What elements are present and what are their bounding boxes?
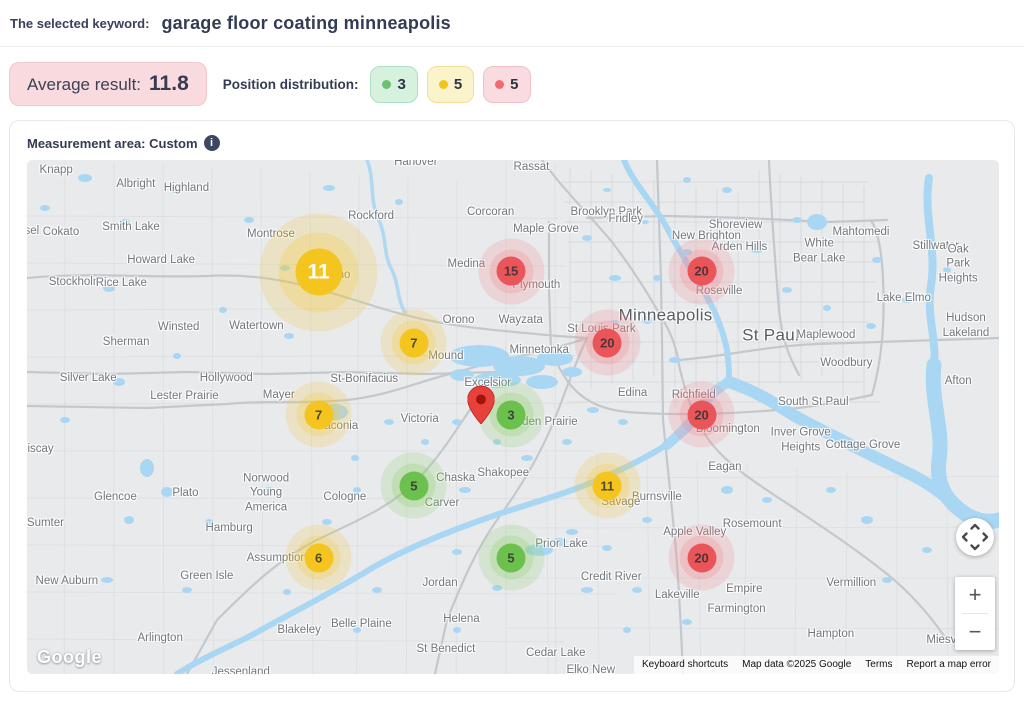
map-rank-marker-red[interactable]: 20 <box>574 309 641 376</box>
zoom-out-button[interactable]: − <box>968 619 982 644</box>
marker-rank-value: 7 <box>399 328 429 358</box>
summary-row: Average result: 11.8 Position distributi… <box>0 47 1024 120</box>
green-count: 3 <box>397 75 406 93</box>
distribution-badge-yellow: 5 <box>426 65 475 103</box>
keyword-label: The selected keyword: <box>10 16 150 31</box>
measurement-area-label: Measurement area: Custom <box>27 135 198 151</box>
position-distribution-label: Position distribution: <box>222 76 359 92</box>
marker-rank-value: 5 <box>496 543 526 573</box>
average-result-label: Average result: <box>27 75 142 94</box>
keyboard-shortcuts-link[interactable]: Keyboard shortcuts <box>641 659 729 670</box>
report-map-error-link[interactable]: Report a map error <box>906 659 991 670</box>
info-icon[interactable]: i <box>203 135 220 151</box>
average-result-value: 11.8 <box>149 72 189 95</box>
distribution-badge-green: 3 <box>370 65 418 103</box>
map-rank-marker-green[interactable]: 5 <box>478 524 545 591</box>
map-data-copyright: Map data ©2025 Google <box>742 659 852 670</box>
red-count: 5 <box>510 75 519 93</box>
map-rank-marker-yellow[interactable]: 7 <box>380 309 447 376</box>
marker-rank-value: 20 <box>687 400 717 430</box>
marker-rank-value: 20 <box>687 256 717 286</box>
map-card: Measurement area: Custom i + − <box>9 120 1015 692</box>
green-dot-icon <box>382 79 392 89</box>
map-rank-marker-yellow[interactable]: 7 <box>285 381 352 448</box>
distribution-badge-red: 5 <box>483 65 531 103</box>
location-pin-icon <box>467 385 495 429</box>
terms-link[interactable]: Terms <box>865 659 893 670</box>
keyword-header: The selected keyword: garage floor coati… <box>0 0 1024 47</box>
map-rank-marker-red[interactable]: 15 <box>478 238 545 305</box>
map-attribution: Keyboard shortcuts Map data ©2025 Google… <box>633 656 999 674</box>
map-rank-marker-green[interactable]: 3 <box>478 381 545 448</box>
pan-control-icon[interactable] <box>956 518 994 556</box>
measurement-area-row: Measurement area: Custom i <box>27 135 997 151</box>
map-rank-marker-red[interactable]: 20 <box>668 381 735 448</box>
marker-rank-value: 15 <box>496 256 526 286</box>
marker-rank-value: 7 <box>304 400 334 430</box>
google-logo[interactable]: Google <box>37 647 102 667</box>
map-rank-marker-yellow[interactable]: 11 <box>574 452 641 519</box>
zoom-in-button[interactable]: + <box>968 582 982 607</box>
marker-rank-value: 6 <box>304 543 334 573</box>
marker-rank-value: 3 <box>496 400 526 430</box>
yellow-count: 5 <box>453 75 463 93</box>
marker-rank-value: 11 <box>295 248 343 296</box>
map-rank-marker-green[interactable]: 5 <box>380 452 447 519</box>
zoom-control: + − <box>955 577 995 650</box>
selected-keyword: garage floor coating minneapolis <box>161 13 451 33</box>
map-rank-marker-yellow[interactable]: 11 <box>259 213 378 332</box>
marker-rank-value: 20 <box>687 543 717 573</box>
average-result-badge: Average result: 11.8 <box>9 62 207 106</box>
map[interactable]: + − Google Keyboard shortcuts Map data ©… <box>27 160 999 674</box>
marker-rank-value: 20 <box>592 328 622 358</box>
marker-rank-value: 5 <box>399 471 429 501</box>
map-rank-marker-red[interactable]: 20 <box>668 524 735 591</box>
marker-rank-value: 11 <box>592 471 622 501</box>
map-rank-marker-yellow[interactable]: 6 <box>285 524 352 591</box>
yellow-dot-icon <box>438 79 448 89</box>
zoom-divider <box>962 613 988 614</box>
map-rank-marker-red[interactable]: 20 <box>668 238 735 305</box>
position-distribution: Position distribution: 3 5 5 <box>222 65 531 103</box>
red-dot-icon <box>495 79 505 89</box>
